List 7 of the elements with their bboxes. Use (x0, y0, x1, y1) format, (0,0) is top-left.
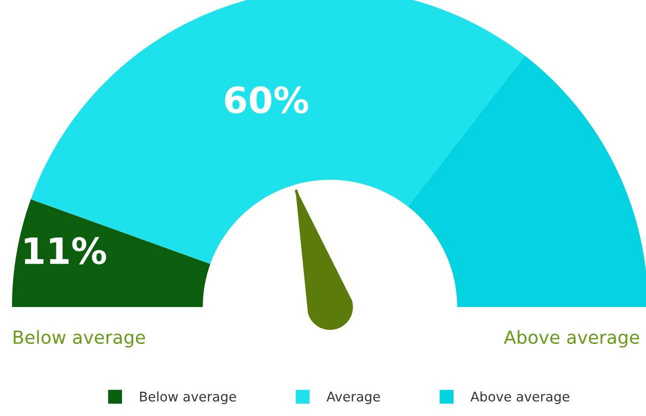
data-label: 11% (24, 237, 106, 264)
text: Above average (504, 330, 640, 348)
legend-label: Above average (470, 391, 570, 404)
legend-label: Below average (140, 391, 236, 404)
data-label: 60% (225, 86, 308, 114)
text: Below average (14, 330, 146, 348)
legend-label: Average (326, 392, 380, 404)
